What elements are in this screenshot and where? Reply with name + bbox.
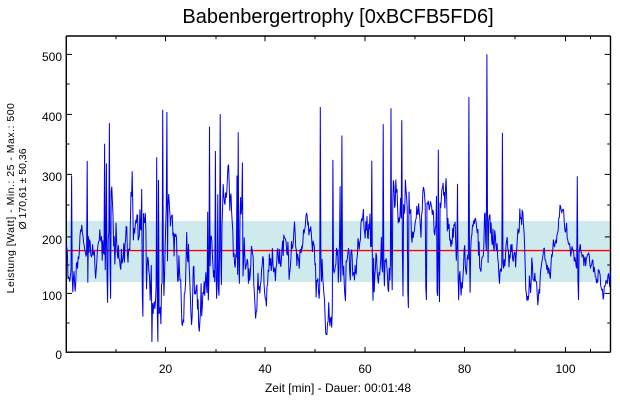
svg-text:60: 60 [358,362,372,376]
svg-text:0: 0 [55,348,62,362]
svg-text:80: 80 [458,362,472,376]
svg-text:200: 200 [42,233,62,247]
svg-text:100: 100 [555,362,575,376]
svg-text:100: 100 [42,289,62,303]
svg-text:300: 300 [42,170,62,184]
svg-text:20: 20 [159,362,173,376]
svg-text:400: 400 [42,110,62,124]
svg-text:500: 500 [42,50,62,64]
svg-text:40: 40 [258,362,272,376]
